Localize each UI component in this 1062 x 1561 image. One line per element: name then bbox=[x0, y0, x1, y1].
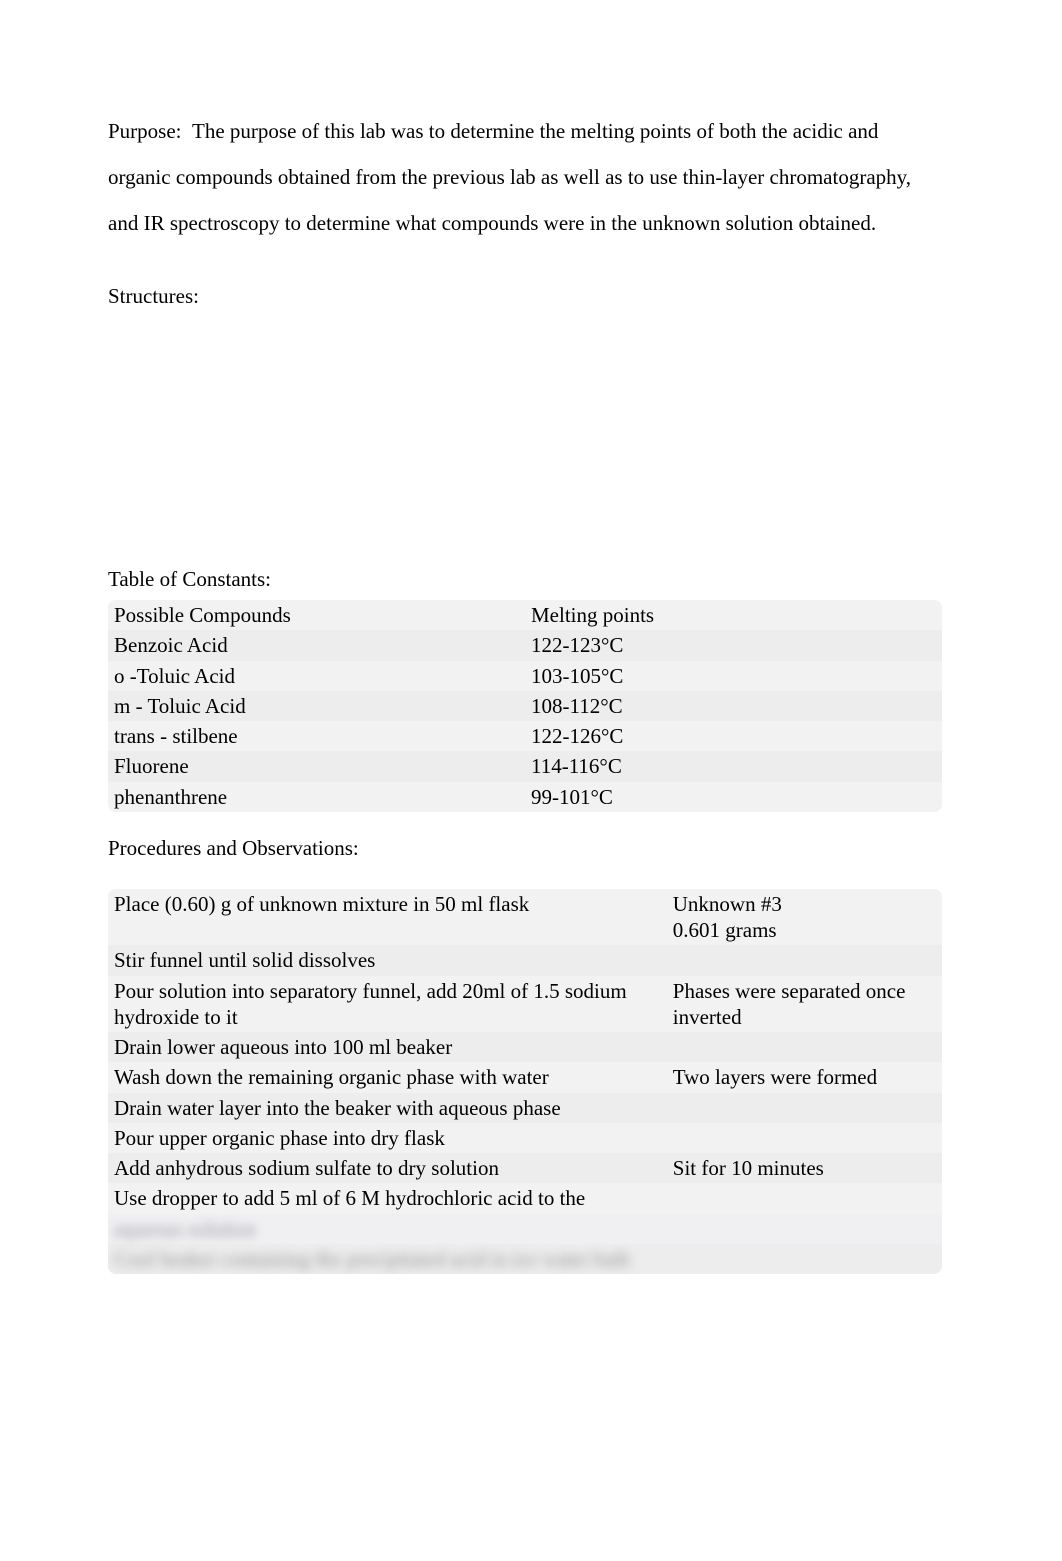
table-row: m - Toluic Acid 108-112°C bbox=[108, 691, 942, 721]
cell: trans - stilbene bbox=[108, 721, 525, 751]
cell: 99-101°C bbox=[525, 782, 942, 812]
purpose-line1: The purpose of this lab was to determine… bbox=[192, 119, 878, 143]
table-row: Benzoic Acid 122-123°C bbox=[108, 630, 942, 660]
table-row: Wash down the remaining organic phase wi… bbox=[108, 1062, 942, 1092]
cell: Benzoic Acid bbox=[108, 630, 525, 660]
table-row: Fluorene 114-116°C bbox=[108, 751, 942, 781]
proc-step: Add anhydrous sodium sulfate to dry solu… bbox=[108, 1153, 667, 1183]
purpose-label: Purpose: bbox=[108, 119, 182, 143]
table-row: Place (0.60) g of unknown mixture in 50 … bbox=[108, 889, 942, 946]
proc-obs bbox=[667, 945, 942, 975]
proc-step: Wash down the remaining organic phase wi… bbox=[108, 1062, 667, 1092]
cell: m - Toluic Acid bbox=[108, 691, 525, 721]
proc-step: Pour solution into separatory funnel, ad… bbox=[108, 976, 667, 1033]
table-row: Use dropper to add 5 ml of 6 M hydrochlo… bbox=[108, 1183, 942, 1213]
table-row: Stir funnel until solid dissolves bbox=[108, 945, 942, 975]
cell: Fluorene bbox=[108, 751, 525, 781]
table-row: o -Toluic Acid 103-105°C bbox=[108, 661, 942, 691]
table-row-blurred: Cool beaker containing the precipitated … bbox=[108, 1244, 942, 1274]
cell: 114-116°C bbox=[525, 751, 942, 781]
constants-header-c2: Melting points bbox=[525, 600, 942, 630]
table-row-blurred: aqueous solution bbox=[108, 1214, 942, 1244]
proc-obs: Sit for 10 minutes bbox=[667, 1153, 942, 1183]
table-row: Pour upper organic phase into dry flask bbox=[108, 1123, 942, 1153]
cell: 122-123°C bbox=[525, 630, 942, 660]
table-row: Drain water layer into the beaker with a… bbox=[108, 1093, 942, 1123]
structures-label: Structures: bbox=[108, 284, 942, 309]
page: Purpose: The purpose of this lab was to … bbox=[0, 0, 1062, 1561]
constants-header-c1: Possible Compounds bbox=[108, 600, 525, 630]
proc-obs-blur bbox=[667, 1244, 942, 1274]
table-row: phenanthrene 99-101°C bbox=[108, 782, 942, 812]
table-row: Add anhydrous sodium sulfate to dry solu… bbox=[108, 1153, 942, 1183]
proc-obs: Unknown #3 0.601 grams bbox=[667, 889, 942, 946]
proc-step: Use dropper to add 5 ml of 6 M hydrochlo… bbox=[108, 1183, 667, 1213]
proc-step: Drain water layer into the beaker with a… bbox=[108, 1093, 667, 1123]
proc-step: Pour upper organic phase into dry flask bbox=[108, 1123, 667, 1153]
procedures-label: Procedures and Observations: bbox=[108, 836, 942, 861]
proc-step-blur: aqueous solution bbox=[108, 1214, 667, 1244]
constants-label: Table of Constants: bbox=[108, 567, 942, 592]
constants-table: Possible Compounds Melting points Benzoi… bbox=[108, 600, 942, 812]
proc-obs bbox=[667, 1093, 942, 1123]
structures-placeholder bbox=[108, 317, 942, 527]
proc-obs bbox=[667, 1032, 942, 1062]
proc-obs bbox=[667, 1123, 942, 1153]
table-row: Pour solution into separatory funnel, ad… bbox=[108, 976, 942, 1033]
proc-step: Place (0.60) g of unknown mixture in 50 … bbox=[108, 889, 667, 946]
table-row: trans - stilbene 122-126°C bbox=[108, 721, 942, 751]
cell: 122-126°C bbox=[525, 721, 942, 751]
procedures-table-wrap: Place (0.60) g of unknown mixture in 50 … bbox=[108, 889, 942, 1274]
proc-step: Stir funnel until solid dissolves bbox=[108, 945, 667, 975]
proc-obs: Two layers were formed bbox=[667, 1062, 942, 1092]
proc-obs-l2: 0.601 grams bbox=[673, 918, 777, 942]
cell: o -Toluic Acid bbox=[108, 661, 525, 691]
proc-obs-l1: Unknown #3 bbox=[673, 892, 782, 916]
cell: phenanthrene bbox=[108, 782, 525, 812]
cell: 103-105°C bbox=[525, 661, 942, 691]
cell: 108-112°C bbox=[525, 691, 942, 721]
procedures-table: Place (0.60) g of unknown mixture in 50 … bbox=[108, 889, 942, 1274]
table-row: Drain lower aqueous into 100 ml beaker bbox=[108, 1032, 942, 1062]
purpose-line3: and IR spectroscopy to determine what co… bbox=[108, 202, 942, 244]
table-row: Possible Compounds Melting points bbox=[108, 600, 942, 630]
constants-table-wrap: Possible Compounds Melting points Benzoi… bbox=[108, 600, 942, 812]
proc-step: Drain lower aqueous into 100 ml beaker bbox=[108, 1032, 667, 1062]
purpose-line2: organic compounds obtained from the prev… bbox=[108, 156, 942, 198]
proc-obs: Phases were separated once inverted bbox=[667, 976, 942, 1033]
purpose-para: Purpose: The purpose of this lab was to … bbox=[108, 110, 942, 152]
proc-obs bbox=[667, 1183, 942, 1213]
proc-step-blur: Cool beaker containing the precipitated … bbox=[108, 1244, 667, 1274]
proc-obs-blur bbox=[667, 1214, 942, 1244]
